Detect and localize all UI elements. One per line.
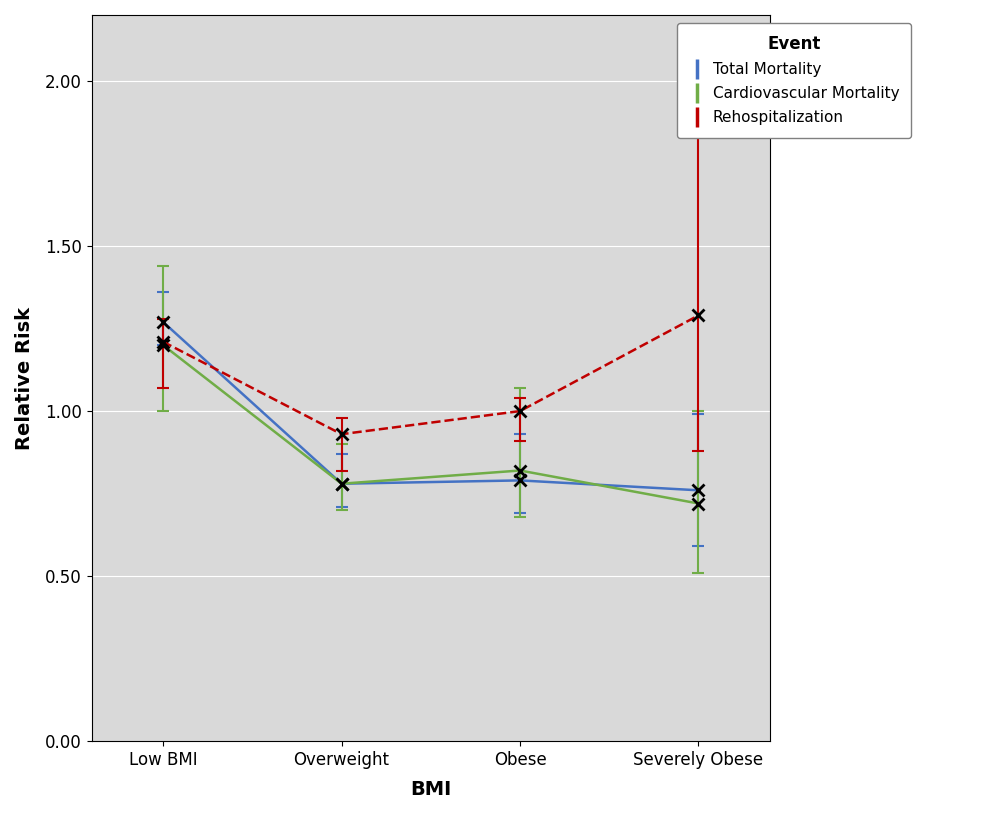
- Y-axis label: Relative Risk: Relative Risk: [15, 307, 34, 449]
- Legend: Total Mortality, Cardiovascular Mortality, Rehospitalization: Total Mortality, Cardiovascular Mortalit…: [676, 23, 910, 138]
- X-axis label: BMI: BMI: [410, 780, 451, 799]
